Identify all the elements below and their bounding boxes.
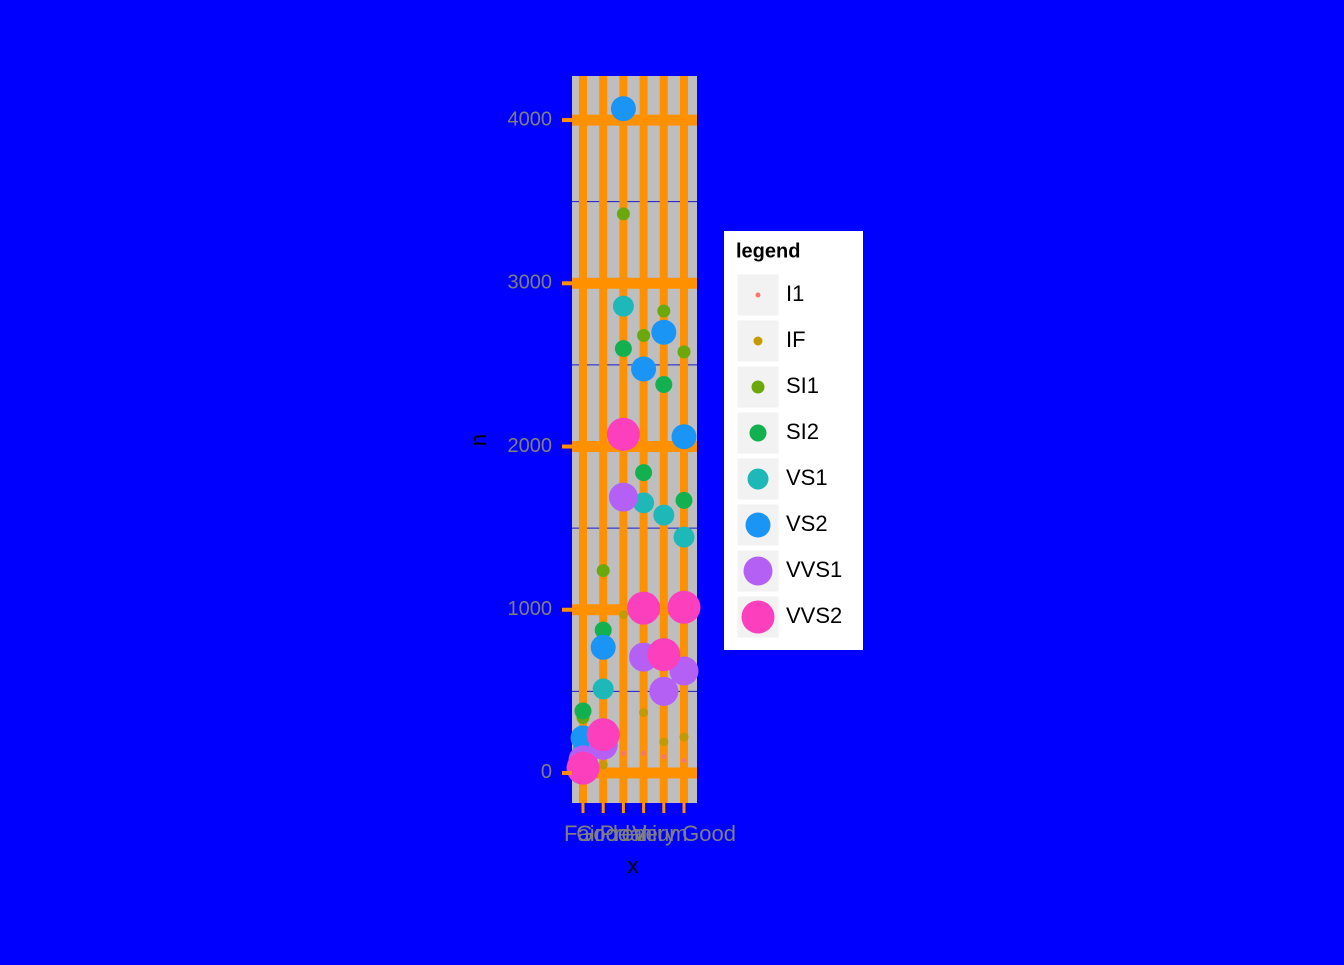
legend-key — [747, 468, 769, 490]
legend-label: SI2 — [786, 419, 819, 444]
point — [635, 464, 653, 482]
point — [614, 340, 632, 358]
y-axis-title: n — [466, 434, 491, 446]
legend-label: VVS1 — [786, 557, 842, 582]
x-tick-label: Very Good — [632, 821, 736, 846]
legend-key — [745, 512, 771, 538]
point — [659, 737, 669, 747]
point — [647, 638, 681, 672]
point — [590, 634, 616, 660]
point — [653, 504, 675, 526]
point — [637, 329, 651, 343]
x-axis-title: x — [628, 853, 639, 878]
legend-label: VVS2 — [786, 603, 842, 628]
point — [618, 610, 628, 620]
legend-label: I1 — [786, 281, 804, 306]
y-tick-label: 2000 — [508, 435, 553, 457]
point — [566, 751, 600, 785]
legend-label: VS1 — [786, 465, 828, 490]
legend-key — [749, 424, 767, 442]
point — [657, 304, 671, 318]
point — [598, 760, 608, 770]
y-tick-label: 0 — [541, 761, 552, 783]
point — [649, 676, 679, 706]
point — [631, 356, 657, 382]
point — [610, 96, 636, 122]
point — [675, 491, 693, 509]
point — [616, 207, 630, 221]
point — [633, 492, 655, 514]
point — [639, 708, 649, 718]
point — [681, 758, 687, 764]
x-tick-label: Good — [576, 821, 630, 846]
point — [673, 526, 695, 548]
x-tick-label: Ideal — [600, 821, 648, 846]
point — [608, 482, 638, 512]
point — [641, 750, 647, 756]
point — [596, 564, 610, 578]
point — [679, 732, 689, 742]
point — [651, 319, 677, 345]
point — [606, 417, 640, 451]
legend-key — [743, 556, 773, 586]
point — [627, 591, 661, 625]
point — [592, 678, 614, 700]
y-tick-label: 3000 — [508, 272, 553, 294]
point — [655, 375, 673, 393]
point — [667, 590, 701, 624]
legend-key — [741, 600, 775, 634]
point — [586, 718, 620, 752]
legend-label: VS2 — [786, 511, 828, 536]
legend-title: legend — [736, 240, 800, 262]
point — [594, 621, 612, 639]
legend-label: SI1 — [786, 373, 819, 398]
x-tick-label: Premium — [600, 821, 688, 846]
legend-key — [755, 292, 761, 298]
legend-key — [751, 380, 765, 394]
y-tick-label: 1000 — [508, 598, 553, 620]
x-tick-label: Fair — [564, 821, 602, 846]
point — [671, 424, 697, 450]
legend-key — [753, 336, 763, 346]
point — [612, 295, 634, 317]
point — [574, 702, 592, 720]
point — [661, 754, 667, 760]
point — [620, 750, 626, 756]
point — [677, 345, 691, 359]
legend-label: IF — [786, 327, 806, 352]
y-tick-label: 4000 — [508, 108, 553, 130]
